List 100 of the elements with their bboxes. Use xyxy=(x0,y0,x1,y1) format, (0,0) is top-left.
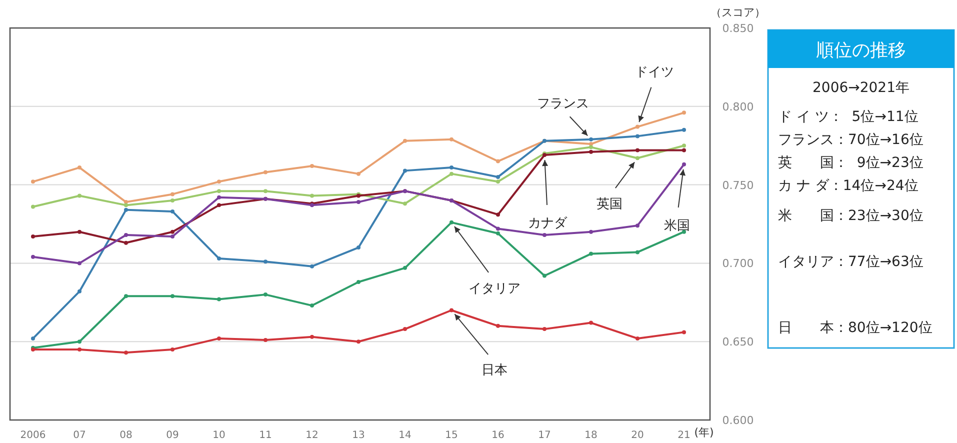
x-tick-label: 08 xyxy=(120,430,132,441)
series-label: カナダ xyxy=(528,216,568,232)
point xyxy=(682,148,686,152)
y-tick-label: 0.800 xyxy=(722,100,754,114)
point xyxy=(636,156,640,160)
point xyxy=(310,304,314,308)
point xyxy=(31,254,35,259)
y-tick-label: 0.850 xyxy=(722,22,754,35)
point xyxy=(589,252,593,256)
series-label: 米国 xyxy=(664,218,690,234)
text: フランス xyxy=(537,96,589,112)
point xyxy=(356,280,360,284)
x-tick-label: 13 xyxy=(352,430,365,441)
point xyxy=(682,110,686,115)
x-tick-label: 15 xyxy=(445,430,458,441)
point xyxy=(542,327,546,332)
point xyxy=(636,134,640,138)
text: ドイツ xyxy=(635,64,674,80)
point xyxy=(542,274,546,278)
point xyxy=(124,208,128,212)
point xyxy=(170,347,174,352)
point xyxy=(356,340,360,344)
y-tick-label: 0.600 xyxy=(722,414,754,427)
point xyxy=(217,256,221,260)
point xyxy=(310,164,314,168)
point xyxy=(496,174,500,179)
point xyxy=(356,172,360,176)
y-tick-label: 0.650 xyxy=(722,336,754,349)
x-axis-title: (年) xyxy=(694,426,714,439)
point xyxy=(450,172,454,176)
point xyxy=(403,138,407,143)
point xyxy=(217,203,221,208)
text: 順位の推移 xyxy=(816,40,906,61)
point xyxy=(496,226,500,231)
point xyxy=(124,350,128,355)
point xyxy=(170,234,174,239)
point xyxy=(636,124,640,129)
point xyxy=(403,266,407,270)
text: 日本 xyxy=(482,363,508,378)
text: フランス：70位→16位 xyxy=(778,132,924,148)
point xyxy=(78,347,82,352)
point xyxy=(589,230,593,234)
text: イタリア：77位→63位 xyxy=(778,254,924,270)
point xyxy=(496,324,500,328)
point xyxy=(217,336,221,340)
point xyxy=(496,212,500,217)
x-tick-label: 20 xyxy=(631,430,644,441)
point xyxy=(450,137,454,142)
point xyxy=(264,260,268,264)
point xyxy=(31,336,35,340)
point xyxy=(124,203,128,208)
point xyxy=(682,162,686,166)
x-tick-label: 07 xyxy=(73,430,86,441)
point xyxy=(356,200,360,204)
point xyxy=(589,137,593,142)
x-tick-label: 09 xyxy=(166,430,179,441)
point xyxy=(496,180,500,184)
point xyxy=(78,194,82,198)
point xyxy=(170,230,174,234)
point xyxy=(124,240,128,245)
point xyxy=(496,231,500,236)
x-tick-label: 16 xyxy=(492,430,504,441)
point xyxy=(78,289,82,294)
point xyxy=(310,194,314,198)
text: ド イ ツ： 5位→11位 xyxy=(778,109,918,125)
text: 英国 xyxy=(596,197,622,212)
point xyxy=(356,246,360,250)
point xyxy=(496,159,500,164)
point xyxy=(124,294,128,298)
point xyxy=(589,320,593,325)
text: 2006→2021年 xyxy=(812,80,910,96)
point xyxy=(403,327,407,332)
point xyxy=(403,202,407,206)
x-tick-label: 12 xyxy=(306,430,318,441)
point xyxy=(310,264,314,268)
point xyxy=(542,232,546,237)
point xyxy=(264,170,268,174)
y-tick-label: 0.700 xyxy=(722,257,754,270)
x-tick-label: 2006 xyxy=(20,430,46,441)
point xyxy=(31,234,35,239)
point xyxy=(450,166,454,170)
point xyxy=(31,204,35,209)
point xyxy=(217,297,221,302)
point xyxy=(682,144,686,148)
point xyxy=(170,209,174,214)
point xyxy=(589,150,593,154)
point xyxy=(217,189,221,194)
point xyxy=(217,180,221,184)
point xyxy=(217,195,221,200)
x-tick-label: 18 xyxy=(584,430,598,441)
text: 英 国： 9位→23位 xyxy=(778,155,924,171)
point xyxy=(78,230,82,234)
point xyxy=(78,261,82,266)
point xyxy=(450,308,454,312)
point xyxy=(31,180,35,184)
text: カ ナ ダ：14位→24位 xyxy=(778,178,918,194)
series-label: イタリア xyxy=(468,281,520,296)
point xyxy=(310,334,314,339)
text: 日 本：80位→120位 xyxy=(778,320,932,336)
point xyxy=(636,148,640,152)
